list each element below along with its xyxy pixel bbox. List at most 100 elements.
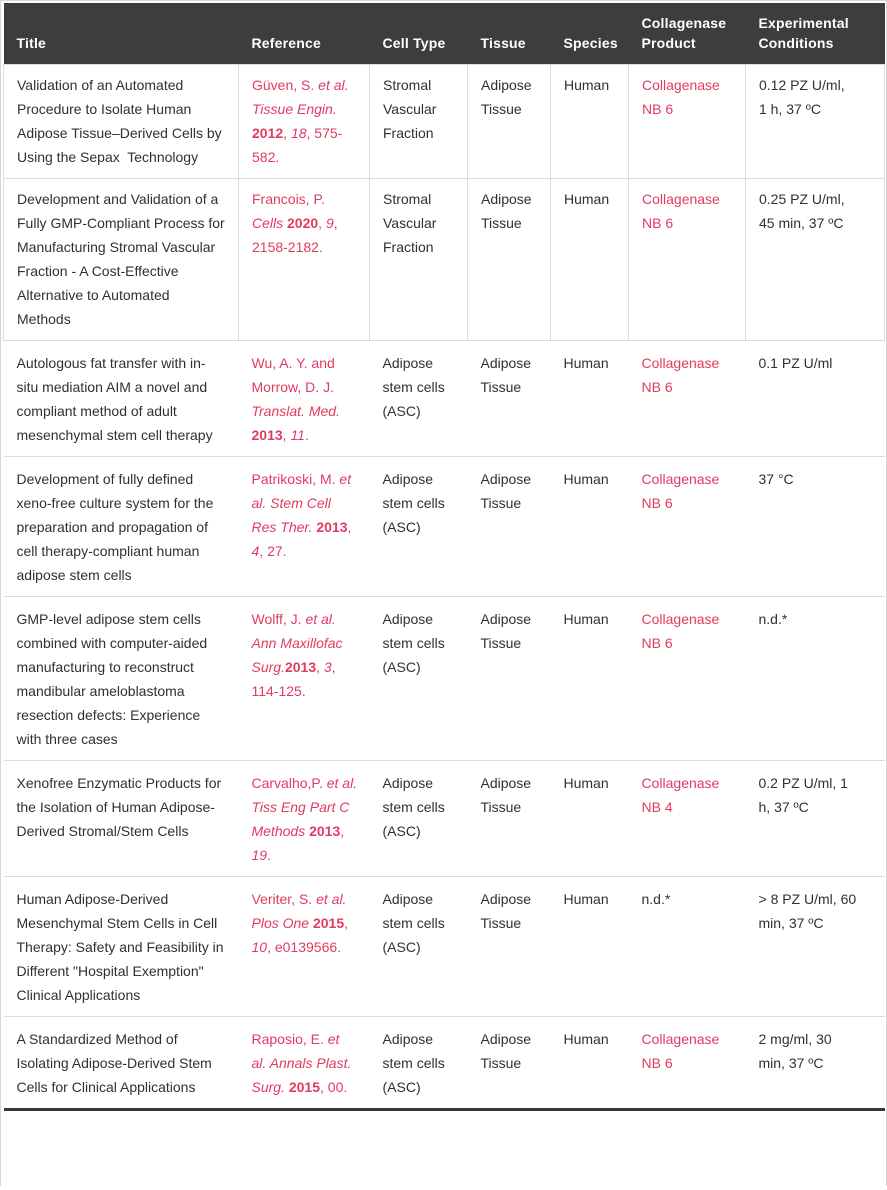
conditions-cell: 2 mg/ml, 30 min, 37 ºC (745, 1016, 885, 1111)
species-cell: Human (550, 178, 629, 341)
reference-text-segment: , (282, 427, 291, 443)
table-body: Validation of an Automated Procedure to … (3, 64, 885, 1111)
product-link[interactable]: Collagenase NB 6 (628, 178, 746, 341)
reference-link[interactable]: Patrikoski, M. et al. Stem Cell Res Ther… (238, 456, 370, 597)
species-cell: Human (550, 596, 629, 761)
reference-text-segment: 2013 (309, 823, 341, 839)
reference-text-segment: 4 (251, 543, 260, 559)
reference-text-segment: et al. Plos One (251, 891, 347, 931)
product-link[interactable]: Collagenase NB 6 (628, 596, 746, 761)
table-row: Autologous fat transfer with in-situ med… (3, 340, 885, 457)
table-row: A Standardized Method of Isolating Adipo… (3, 1016, 885, 1111)
cell-type-cell: Adipose stem cells (ASC) (369, 456, 468, 597)
product-link[interactable]: Collagenase NB 6 (628, 456, 746, 597)
reference-link[interactable]: Francois, P. Cells 2020, 9, 2158-2182. (238, 178, 370, 341)
product-link[interactable]: Collagenase NB 6 (628, 1016, 746, 1111)
reference-text-segment: , (344, 915, 349, 931)
species-cell: Human (550, 456, 629, 597)
reference-text-segment: , 27. (259, 543, 287, 559)
reference-text-segment: 11 (290, 427, 305, 443)
reference-text-segment: , e0139566. (267, 939, 342, 955)
reference-link[interactable]: Raposio, E. et al. Annals Plast. Surg. 2… (238, 1016, 370, 1111)
cell-type-cell: Adipose stem cells (ASC) (369, 876, 468, 1017)
reference-link[interactable]: Wolff, J. et al. Ann Maxillofac Surg.201… (238, 596, 370, 761)
reference-text-segment: . (267, 847, 271, 863)
species-cell: Human (550, 340, 629, 457)
species-cell: Human (550, 64, 629, 179)
reference-text-segment: 2013 (251, 427, 283, 443)
product-link[interactable]: Collagenase NB 6 (628, 340, 746, 457)
cell-type-cell: Stromal Vascular Fraction (369, 64, 468, 179)
reference-text-segment: 18 (290, 125, 307, 141)
cell-type-cell: Adipose stem cells (ASC) (369, 596, 468, 761)
title-cell: Autologous fat transfer with in-situ med… (3, 340, 239, 457)
reference-text-segment: Raposio, E. (251, 1031, 328, 1047)
reference-text-segment: , (283, 125, 291, 141)
reference-text-segment: Wolff, J. (251, 611, 306, 627)
reference-link[interactable]: Veriter, S. et al. Plos One 2015, 10, e0… (238, 876, 370, 1017)
table-row: Human Adipose-Derived Mesenchymal Stem C… (3, 876, 885, 1017)
reference-text-segment: , (316, 659, 324, 675)
reference-text-segment: Carvalho,P. (251, 775, 327, 791)
reference-text-segment: , (318, 215, 326, 231)
conditions-cell: 0.12 PZ U/ml, 1 h, 37 ºC (745, 64, 885, 179)
tissue-cell: Adipose Tissue (467, 876, 551, 1017)
table-row: GMP-level adipose stem cells combined wi… (3, 596, 885, 761)
reference-text-segment: , 00. (320, 1079, 348, 1095)
header-row: Title Reference Cell Type Tissue Species Coll… (3, 3, 885, 65)
tissue-cell: Adipose Tissue (467, 178, 551, 341)
conditions-cell: 0.1 PZ U/ml (745, 340, 885, 457)
tissue-cell: Adipose Tissue (467, 760, 551, 877)
reference-text-segment: , 575-582. (252, 125, 343, 165)
reference-text-segment: Wu, A. Y. and Morrow, D. J. (251, 355, 335, 395)
reference-text-segment: Patrikoski, M. (251, 471, 340, 487)
column-header-conditions: Experimental Conditions (745, 3, 885, 65)
reference-text-segment: 2015 (312, 915, 345, 931)
reference-text-segment: Veriter, S. (251, 891, 317, 907)
species-cell: Human (550, 1016, 629, 1111)
species-cell: Human (550, 876, 629, 1017)
column-header-title: Title (3, 3, 239, 65)
reference-text-segment: , (340, 823, 345, 839)
title-cell: GMP-level adipose stem cells combined wi… (3, 596, 239, 761)
reference-text-segment: 2020 (287, 215, 319, 231)
column-header-species: Species (550, 3, 629, 65)
title-cell: Validation of an Automated Procedure to … (3, 64, 239, 179)
reference-text-segment: , 2158-2182. (252, 215, 338, 255)
reference-text-segment: et al. Tissue Engin. (252, 77, 349, 117)
tissue-cell: Adipose Tissue (467, 456, 551, 597)
title-cell: Development and Validation of a Fully GM… (3, 178, 239, 341)
tissue-cell: Adipose Tissue (467, 1016, 551, 1111)
table-row: Validation of an Automated Procedure to … (3, 64, 885, 179)
reference-text-segment: , (347, 519, 352, 535)
table-row: Xenofree Enzymatic Products for the Isol… (3, 760, 885, 877)
cell-type-cell: Adipose stem cells (ASC) (369, 1016, 468, 1111)
reference-text-segment: 3 (323, 659, 332, 675)
tissue-cell: Adipose Tissue (467, 340, 551, 457)
reference-text-segment: et al. Tiss Eng Part C Methods (251, 775, 358, 839)
cell-type-cell: Stromal Vascular Fraction (369, 178, 468, 341)
reference-text-segment: 10 (251, 939, 268, 955)
reference-link[interactable]: Carvalho,P. et al. Tiss Eng Part C Metho… (238, 760, 370, 877)
column-header-tissue: Tissue (467, 3, 551, 65)
reference-text-segment: Francois, P. (252, 191, 325, 207)
reference-link[interactable]: Güven, S. et al. Tissue Engin. 2012, 18,… (238, 64, 370, 179)
cell-type-cell: Adipose stem cells (ASC) (369, 760, 468, 877)
column-header-reference: Reference (238, 3, 370, 65)
conditions-cell: > 8 PZ U/ml, 60 min, 37 ºC (745, 876, 885, 1017)
product-link[interactable]: Collagenase NB 6 (628, 64, 746, 179)
cell-type-cell: Adipose stem cells (ASC) (369, 340, 468, 457)
product-link[interactable]: Collagenase NB 4 (628, 760, 746, 877)
reference-text-segment: et al. Annals Plast. Surg. (251, 1031, 352, 1095)
reference-text-segment: 2013 (284, 659, 317, 675)
reference-text-segment: , 114-125. (251, 659, 336, 699)
title-cell: Development of fully defined xeno-free c… (3, 456, 239, 597)
reference-text-segment: 2013 (316, 519, 348, 535)
title-cell: Human Adipose-Derived Mesenchymal Stem C… (3, 876, 239, 1017)
tissue-cell: Adipose Tissue (467, 596, 551, 761)
conditions-cell: 0.25 PZ U/ml, 45 min, 37 ºC (745, 178, 885, 341)
title-cell: A Standardized Method of Isolating Adipo… (3, 1016, 239, 1111)
reference-text-segment: 19 (251, 847, 268, 863)
reference-link[interactable]: Wu, A. Y. and Morrow, D. J. Translat. Me… (238, 340, 370, 457)
